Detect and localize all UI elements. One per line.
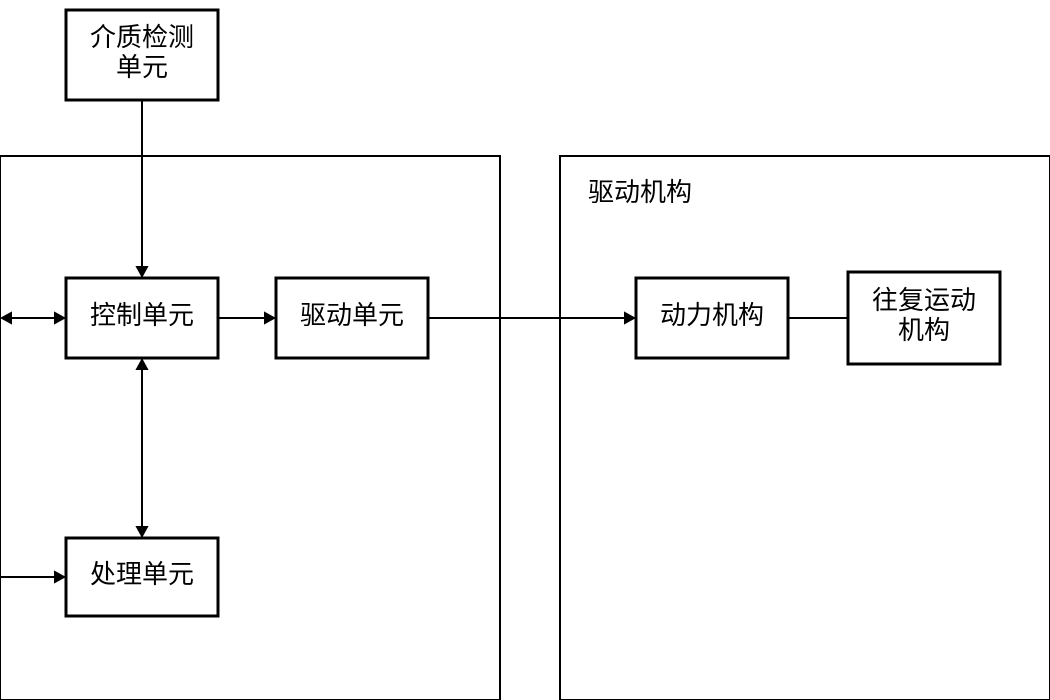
node-recip_mech-label-1: 机构 <box>898 316 950 345</box>
arrowhead <box>624 311 636 324</box>
arrowhead <box>135 358 148 370</box>
node-power_mech-label-0: 动力机构 <box>660 301 764 330</box>
node-recip_mech-label-0: 往复运动 <box>872 286 976 315</box>
right-container <box>560 156 1050 700</box>
arrowhead <box>54 570 66 583</box>
arrowhead <box>135 266 148 278</box>
block-diagram: 驱动机构 介质检测单元控制单元 驱动单元处理单元 动力机构 往复运动机构 <box>0 0 1050 700</box>
node-control_unit-label-0: 控制单元 <box>90 301 194 330</box>
node-processing_unit-label-0: 处理单元 <box>90 560 194 589</box>
right-container-label: 驱动机构 <box>588 178 692 207</box>
arrowhead <box>264 311 276 324</box>
node-drive_unit-label-0: 驱动单元 <box>300 301 404 330</box>
node-medium_detect-label-1: 单元 <box>116 53 168 82</box>
node-medium_detect-label-0: 介质检测 <box>90 23 194 52</box>
arrowhead <box>0 311 12 324</box>
arrowhead <box>54 311 66 324</box>
left-container <box>0 156 500 700</box>
arrowhead <box>135 526 148 538</box>
